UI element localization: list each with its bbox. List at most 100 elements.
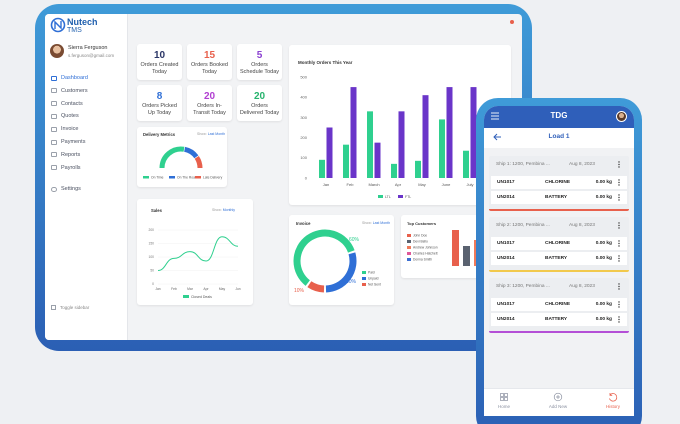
bar [463, 150, 469, 178]
menu-item: Payrolls [61, 164, 81, 171]
y-tick-label: 200 [300, 135, 307, 140]
item-row [491, 237, 627, 250]
y-tick-label: 150 [148, 242, 154, 246]
dot [618, 285, 620, 288]
bottom-nav [484, 388, 634, 416]
stat-value: 8 [156, 91, 163, 102]
item-weight: 0.00 kg [595, 180, 612, 185]
nav-icon [609, 393, 618, 402]
x-tick-label: Apr [395, 182, 402, 187]
more-icon [618, 179, 620, 186]
dot [618, 288, 620, 290]
x-tick-label: May [418, 182, 426, 187]
nav-icon [500, 393, 508, 401]
menu-item: Reports [61, 151, 81, 158]
x-tick-label: Apr [203, 287, 209, 291]
dot [618, 255, 620, 257]
brand-name: Nutech [67, 17, 98, 27]
nav-shape [500, 393, 504, 397]
phone-title: TDG [550, 111, 568, 120]
stat-label: Orders Booked Today [191, 62, 228, 75]
dot [618, 224, 620, 227]
more-icon [618, 161, 620, 168]
item-weight: 0.00 kg [595, 241, 612, 246]
legend-swatch [407, 240, 411, 243]
menu-icon [51, 75, 57, 81]
dot [618, 306, 620, 308]
dot [618, 303, 620, 306]
stat-value: 20 [253, 91, 266, 102]
user-name: Sierra Ferguson [68, 45, 108, 51]
legend-swatch [143, 176, 149, 179]
chart-title: Delivery Metrics [143, 132, 176, 137]
item-weight: 0.00 kg [595, 302, 612, 307]
chart-card [137, 127, 227, 187]
stat-card [187, 85, 232, 121]
dot [618, 318, 620, 321]
invoice-chart: Invoice 60% 30% 10% Paid Unpaid Not Sent [293, 221, 381, 294]
x-tick-label: Jan [155, 287, 160, 291]
stat-label: Orders Delivered Today [239, 103, 280, 116]
phone-subtitle: Load 1 [548, 133, 570, 140]
legend-swatch [362, 277, 366, 280]
legend-swatch [195, 176, 201, 179]
dot [618, 179, 620, 181]
monthly-orders-chart: Monthly Orders This Year 0 100 200 300 400 500… [298, 60, 477, 199]
sales-chart: Sales 0 50 100 150 200 Jan Feb Mar Apr May Jun Close… [148, 208, 240, 299]
menu-item: Customers [61, 87, 88, 94]
toggle-icon [51, 305, 56, 310]
y-tick-label: 400 [300, 95, 307, 100]
nav-label: Add New [548, 404, 568, 409]
menu-icon [51, 101, 57, 107]
legend-label: Charles Hatchett [413, 252, 438, 256]
item-code: UN1017 [497, 241, 515, 246]
stat-value: 10 [153, 50, 166, 61]
x-tick-label: July [466, 182, 473, 187]
gauge-arc [194, 155, 203, 169]
back-arrow [493, 133, 501, 141]
user-email: s.ferguson@gmail.com [68, 53, 115, 58]
legend-label: On The Road [177, 175, 197, 179]
y-tick-label: 200 [148, 228, 154, 232]
phone-avatar [616, 111, 627, 122]
donut-segment [293, 229, 355, 286]
stat-label: Orders In-Transit Today [193, 103, 226, 116]
menu-icon [51, 165, 57, 171]
item-weight: 0.00 kg [595, 195, 612, 200]
dot [618, 245, 620, 247]
bar [367, 111, 373, 178]
sales-line [157, 236, 239, 271]
item-row [491, 191, 627, 204]
chart-title: Sales [151, 208, 163, 213]
filter-label: Show: [362, 221, 372, 225]
menu-item: Payments [61, 139, 86, 145]
nav-shape [556, 395, 560, 399]
y-tick-label: 500 [300, 74, 307, 79]
dot [618, 199, 620, 201]
filter-value: Monthly [222, 208, 235, 212]
bar [415, 160, 421, 178]
shipment-title: Ship 1: 1200, Pembina ... [496, 162, 550, 167]
legend-swatch [362, 271, 366, 274]
bar [439, 119, 445, 178]
bar [463, 246, 470, 266]
more-icon [618, 194, 620, 201]
dot [618, 222, 620, 224]
donut-segment [325, 252, 357, 293]
dot [618, 301, 620, 303]
menu-item: Contacts [61, 100, 83, 107]
filter: Show: Last Month [197, 132, 225, 136]
legend-swatch [378, 195, 383, 198]
menu-icon [51, 126, 57, 132]
item-weight: 0.00 kg [595, 317, 612, 322]
item-name: CHLORINE [545, 302, 571, 307]
dot [618, 260, 620, 262]
dot [618, 321, 620, 323]
item-row [491, 313, 627, 326]
x-tick-label: June [442, 182, 451, 187]
legend-swatch [398, 195, 403, 198]
filter-value: Last Month [207, 132, 226, 136]
arrow [493, 133, 501, 141]
